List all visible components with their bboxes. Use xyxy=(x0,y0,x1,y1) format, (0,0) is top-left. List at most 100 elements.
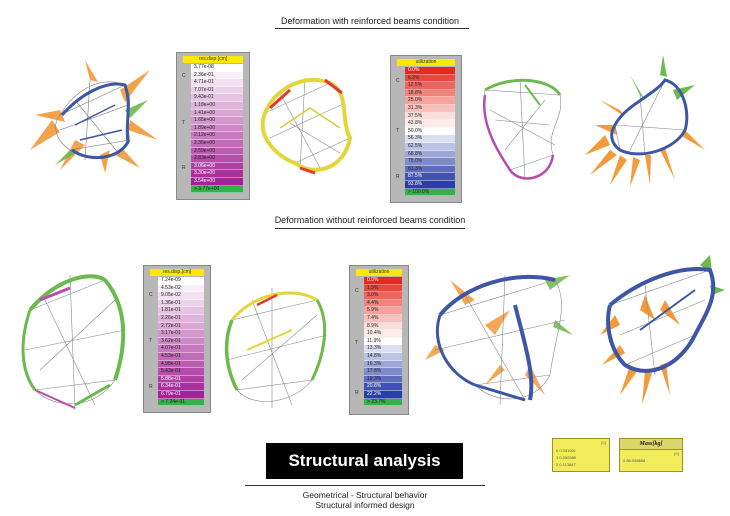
legend-rows: 7.24e-09 4.53e-02 9.05e-02 1.36e-01 1.81e-01… xyxy=(158,277,204,407)
legend-row: 2.83e+00 xyxy=(191,155,243,163)
legend-header: utilization xyxy=(356,269,402,276)
legend-row: 2.72e-01 xyxy=(158,322,204,331)
legend-row: 1.36e-01 xyxy=(158,299,204,308)
panel-mass[interactable]: Mass[kg] {0} 0 88.058688 xyxy=(619,438,683,472)
legend-row: 6.3% xyxy=(405,74,455,83)
subtitle-1: Geometrical - Structural behavior xyxy=(302,490,428,500)
legend-row: 12.5% xyxy=(405,82,455,90)
legend-row: 7.4% xyxy=(364,314,402,323)
legend-side-c: C xyxy=(149,292,153,298)
legend-row: 7.24e-09 xyxy=(158,277,204,285)
model-top-2-displacement xyxy=(260,77,353,175)
legend-row: 6.79e-01 xyxy=(158,390,204,399)
legend-row: 3.54e+00 xyxy=(191,177,243,186)
legend-rows: 3.77e-08 2.36e-01 4.71e-01 7.07e-01 9.43e-01… xyxy=(191,64,243,194)
legend-side-t: T xyxy=(355,340,359,346)
legend-row: 4.53e-02 xyxy=(158,284,204,293)
legend-row: 68.8% xyxy=(405,150,455,159)
legend-row: 56.3% xyxy=(405,135,455,143)
panel-line: 1 0.050989 xyxy=(556,455,577,460)
legend-row: 20.8% xyxy=(364,383,402,391)
legend-bottom-utilization: utilization C T R 0.0% 1.5% 3.0% 4.4% 5.9% 7.… xyxy=(349,265,409,415)
panel-line: 0 0.031501 xyxy=(556,448,577,453)
legend-row: > 23.7% xyxy=(364,398,402,407)
legend-row: 2.36e-01 xyxy=(191,71,243,80)
legend-row: 3.62e-01 xyxy=(158,337,204,346)
legend-rows: 0.0% 1.5% 3.0% 4.4% 5.9% 7.4% 8.9% 10.4% 11.9% 13… xyxy=(364,277,402,407)
legend-row: 2.36e+00 xyxy=(191,139,243,148)
section-title-top: Deformation with reinforced beams condit… xyxy=(280,16,460,26)
panel-tag: {0} xyxy=(601,440,606,445)
legend-row: 50.0% xyxy=(405,127,455,136)
legend-row: 3.17e-01 xyxy=(158,330,204,338)
legend-header: res.disp.[cm] xyxy=(150,269,204,276)
legend-row: 1.41e+00 xyxy=(191,109,243,118)
footer-rule xyxy=(245,485,485,486)
mass-header: Mass[kg] xyxy=(620,439,682,450)
legend-row: 3.0% xyxy=(364,292,402,300)
section-title-bottom: Deformation without reinforced beams con… xyxy=(274,215,466,225)
legend-row: > 100.0% xyxy=(405,188,455,197)
model-bottom-1-green xyxy=(21,274,126,411)
legend-bottom-displacement: res.disp.[cm] C T R 7.24e-09 4.53e-02 9.05… xyxy=(143,265,211,413)
legend-row: 3.06e+00 xyxy=(191,162,243,171)
legend-row: 3.30e+00 xyxy=(191,170,243,178)
legend-row: 3.77e-08 xyxy=(191,64,243,72)
legend-row: 14.8% xyxy=(364,352,402,361)
legend-row: 37.5% xyxy=(405,112,455,121)
legend-row: 87.5% xyxy=(405,173,455,181)
panel-line: 2 0.113847 xyxy=(556,462,576,467)
legend-row: 16.3% xyxy=(364,360,402,369)
legend-side-t: T xyxy=(396,128,400,134)
legend-row: 5.88e-01 xyxy=(158,375,204,384)
mass-tag: {0} xyxy=(674,451,679,456)
legend-row: 43.8% xyxy=(405,120,455,128)
legend-row: 11.9% xyxy=(364,337,402,346)
legend-side-r: R xyxy=(355,390,359,396)
panel-node-values[interactable]: {0} 0 0.031501 1 0.050989 2 0.113847 xyxy=(552,438,610,472)
legend-side-c: C xyxy=(182,73,186,79)
legend-row: 75.0% xyxy=(405,158,455,166)
legend-row: 0.0% xyxy=(405,67,455,75)
model-bottom-2-displacement xyxy=(224,288,328,408)
legend-row: 22.2% xyxy=(364,390,402,399)
legend-row: 81.3% xyxy=(405,165,455,174)
legend-row: > 7.24e-01 xyxy=(158,398,204,407)
section-rule-top xyxy=(275,28,469,29)
legend-row: 18.8% xyxy=(405,89,455,98)
legend-row: 4.98e-01 xyxy=(158,360,204,369)
mass-value: 0 88.058688 xyxy=(623,458,646,463)
legend-row: 25.0% xyxy=(405,97,455,105)
legend-row: 6.34e-01 xyxy=(158,383,204,391)
main-title: Structural analysis xyxy=(266,443,463,479)
legend-row: 1.65e+00 xyxy=(191,117,243,125)
legend-header: utilization xyxy=(397,59,455,66)
legend-row: 4.4% xyxy=(364,299,402,308)
legend-row: 93.8% xyxy=(405,180,455,189)
legend-row: 1.18e+00 xyxy=(191,101,243,110)
legend-row: 13.3% xyxy=(364,345,402,353)
legend-row: 62.5% xyxy=(405,142,455,151)
legend-header: res.disp.[cm] xyxy=(183,56,243,63)
legend-row: 7.07e-01 xyxy=(191,86,243,95)
legend-row: 2.26e-01 xyxy=(158,314,204,323)
legend-row: 9.43e-01 xyxy=(191,94,243,102)
legend-row: 9.05e-02 xyxy=(158,292,204,300)
legend-top-displacement: res.disp.[cm] C T R 3.77e-08 2.36e-01 4.71… xyxy=(176,52,250,200)
legend-top-utilization: utilization C T R 0.0% 6.3% 12.5% 18.8% 25.0… xyxy=(390,55,462,203)
legend-row: 4.07e-01 xyxy=(158,345,204,353)
model-bottom-3-utilization xyxy=(425,274,573,406)
legend-rows: 0.0% 6.3% 12.5% 18.8% 25.0% 31.3% 37.5% 43.8% 50… xyxy=(405,67,455,197)
legend-row: 5.9% xyxy=(364,307,402,315)
model-top-3-utilization xyxy=(482,78,562,181)
model-top-1-orange-green xyxy=(30,60,158,173)
legend-row: 2.59e+00 xyxy=(191,147,243,156)
legend-row: 17.8% xyxy=(364,368,402,376)
legend-row: > 3.77e+00 xyxy=(191,185,243,194)
legend-row: 1.81e-01 xyxy=(158,307,204,315)
legend-row: 1.5% xyxy=(364,284,402,293)
legend-row: 1.89e+00 xyxy=(191,124,243,133)
legend-row: 2.12e+00 xyxy=(191,132,243,140)
section-rule-bottom xyxy=(275,228,465,229)
legend-side-c: C xyxy=(396,78,400,84)
